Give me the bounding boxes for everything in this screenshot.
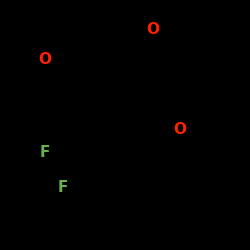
Circle shape [145, 22, 160, 38]
Text: O: O [146, 22, 159, 38]
Text: F: F [39, 145, 50, 160]
Circle shape [38, 52, 52, 68]
Text: O: O [38, 52, 52, 68]
Text: F: F [57, 180, 68, 196]
Text: O: O [174, 122, 186, 138]
Circle shape [172, 122, 188, 138]
